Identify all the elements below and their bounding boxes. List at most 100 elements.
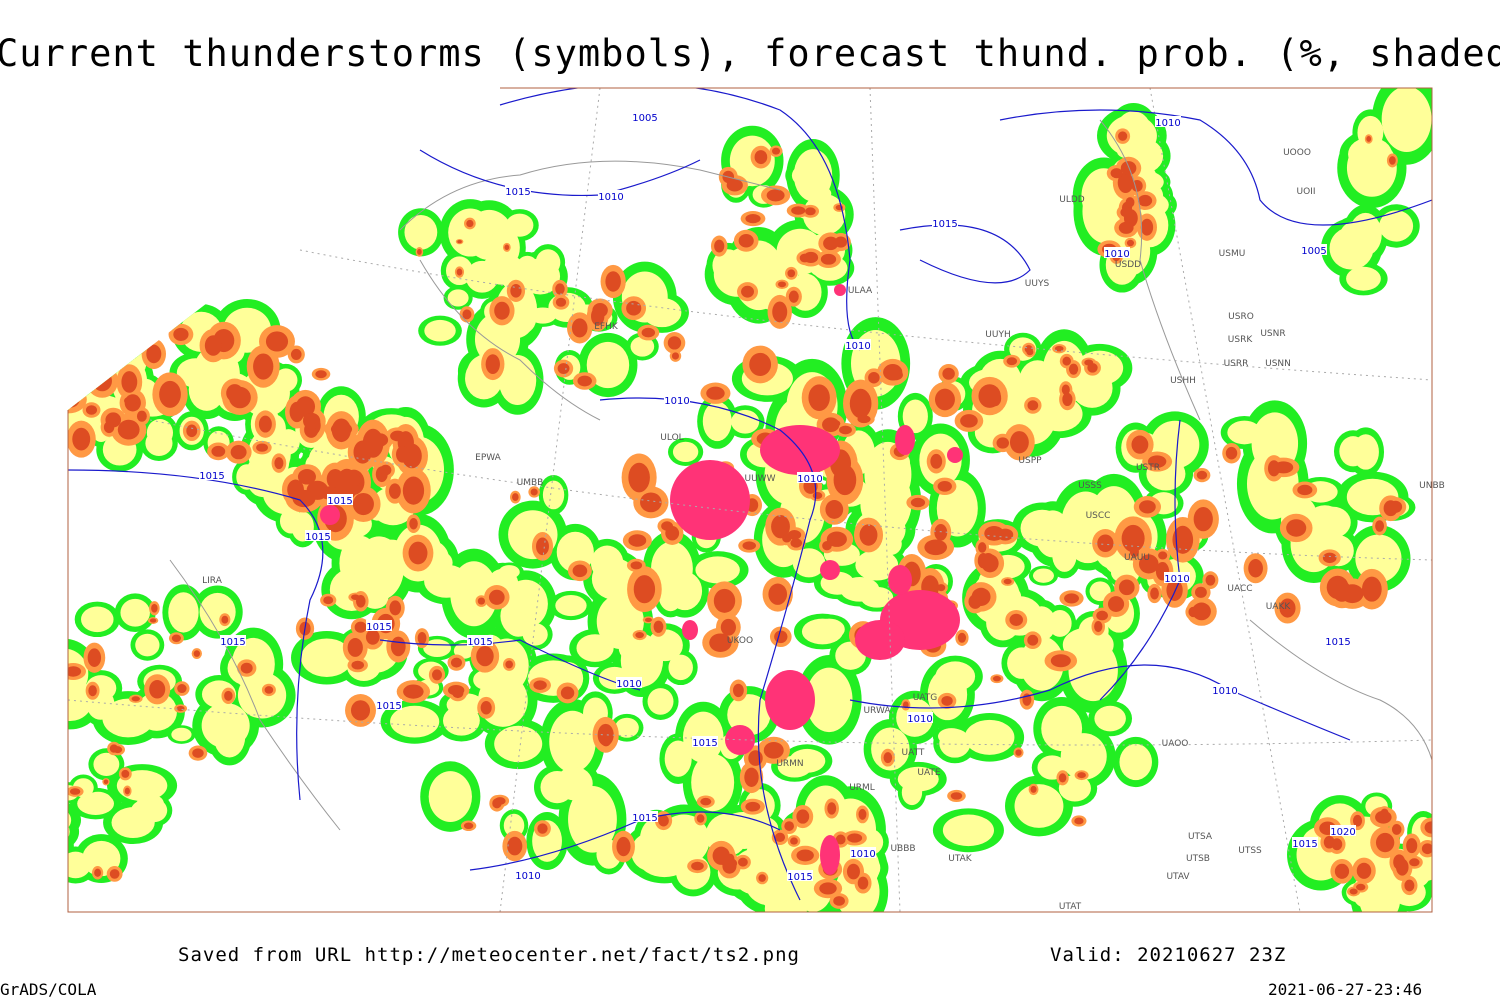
station-label: UATG	[913, 693, 938, 703]
shade-blob	[1421, 843, 1432, 855]
shade-blob	[790, 538, 803, 548]
shade-blob	[1380, 808, 1389, 817]
shade-blob	[1077, 772, 1086, 779]
isobar-label: 1015	[632, 813, 657, 824]
shade-blob	[86, 364, 119, 398]
shade-blob	[777, 755, 812, 778]
isobar-label-bg	[616, 677, 642, 688]
shade-blob	[700, 797, 712, 806]
shade-blob	[450, 657, 462, 668]
shade-blob	[136, 410, 147, 422]
shade-blob	[452, 688, 464, 699]
shade-blob	[390, 636, 406, 657]
shade-blob	[176, 705, 185, 712]
shade-blob	[787, 269, 796, 278]
shade-blob	[55, 853, 67, 870]
shade-blob	[535, 249, 561, 276]
shade-blob	[365, 629, 380, 645]
shade-blob	[149, 680, 166, 699]
shade-blob	[428, 771, 472, 822]
shade-blob	[790, 837, 798, 845]
station-label: UACC	[1227, 584, 1252, 594]
shade-blob	[647, 688, 674, 715]
isobar-label-bg	[797, 472, 823, 483]
shade-blob	[784, 821, 795, 831]
shade-blob	[936, 584, 946, 592]
storm-area	[765, 670, 815, 730]
shade-blob	[88, 685, 97, 697]
shade-blob	[1279, 598, 1296, 618]
shade-blob	[1196, 470, 1208, 480]
shade-blob	[480, 701, 492, 715]
shade-blob	[871, 727, 910, 771]
shade-blob	[1192, 602, 1211, 621]
shade-blob	[858, 808, 867, 820]
isobar-label-bg	[1325, 635, 1351, 646]
shade-blob	[731, 409, 760, 434]
shade-blob	[792, 548, 826, 578]
shade-blob	[1006, 357, 1018, 366]
shade-blob	[774, 630, 788, 644]
station-label: USTR	[1136, 463, 1160, 473]
station-label: UATE	[917, 768, 941, 778]
shade-blob	[258, 415, 272, 433]
isobar-label: 1015	[366, 622, 391, 633]
station-label: UTAK	[948, 854, 973, 864]
shade-blob	[230, 445, 247, 460]
shade-blob	[827, 802, 837, 815]
shade-blob	[192, 748, 204, 758]
shade-blob	[507, 836, 523, 856]
shade-blob	[1297, 484, 1313, 496]
timestamp: 2021-06-27-23:46	[1268, 980, 1422, 999]
shade-blob	[658, 814, 710, 866]
shade-blob	[935, 661, 976, 692]
shade-blob	[1304, 505, 1346, 545]
shade-blob	[829, 419, 841, 427]
shade-blob	[1346, 266, 1381, 291]
isobar	[849, 664, 1351, 741]
shade-blob	[805, 207, 816, 216]
isobar-label: 1010	[598, 192, 623, 203]
isobar-label-bg	[305, 530, 331, 541]
shade-blob	[651, 541, 693, 596]
shade-blob	[177, 684, 187, 694]
shade-blob	[462, 309, 472, 320]
coastline	[1249, 619, 1432, 761]
graticule-line	[499, 88, 601, 912]
station-label: USMU	[1219, 249, 1246, 259]
station-label: UOII	[1297, 187, 1316, 197]
shade-blob	[211, 445, 226, 457]
isobar	[379, 639, 641, 691]
station-label: UTSA	[1188, 832, 1213, 842]
shade-blob	[819, 882, 837, 895]
isobar-label: 1010	[845, 341, 870, 352]
shade-blob	[113, 746, 123, 754]
shade-blob	[1396, 858, 1409, 876]
shade-blob	[644, 617, 652, 623]
shade-blob	[849, 388, 872, 419]
station-label: USRO	[1228, 312, 1254, 322]
shade-blob	[476, 332, 502, 354]
shade-blob	[1349, 888, 1358, 895]
shade-blob	[902, 399, 928, 434]
station-label: UTAT	[1059, 902, 1082, 912]
title: Current thunderstorms (symbols), forecas…	[0, 32, 1500, 75]
shade-blob	[79, 347, 113, 373]
shade-blob	[131, 800, 158, 821]
shade-blob	[668, 654, 693, 681]
shade-blob	[279, 508, 303, 534]
shade-blob	[68, 666, 82, 677]
shade-blob	[350, 700, 371, 721]
station-label: UMBB	[517, 478, 544, 488]
shade-blob	[768, 583, 788, 605]
shade-blob	[1138, 194, 1153, 207]
isobar-label-bg	[199, 469, 225, 480]
shade-blob	[1375, 520, 1385, 532]
storm-area	[670, 460, 750, 540]
shade-blob	[1334, 863, 1350, 879]
shade-blob	[124, 396, 138, 406]
shade-blob	[1150, 587, 1159, 600]
shade-blob	[937, 480, 952, 492]
shade-blob	[537, 823, 548, 834]
shade-blob	[236, 464, 258, 490]
